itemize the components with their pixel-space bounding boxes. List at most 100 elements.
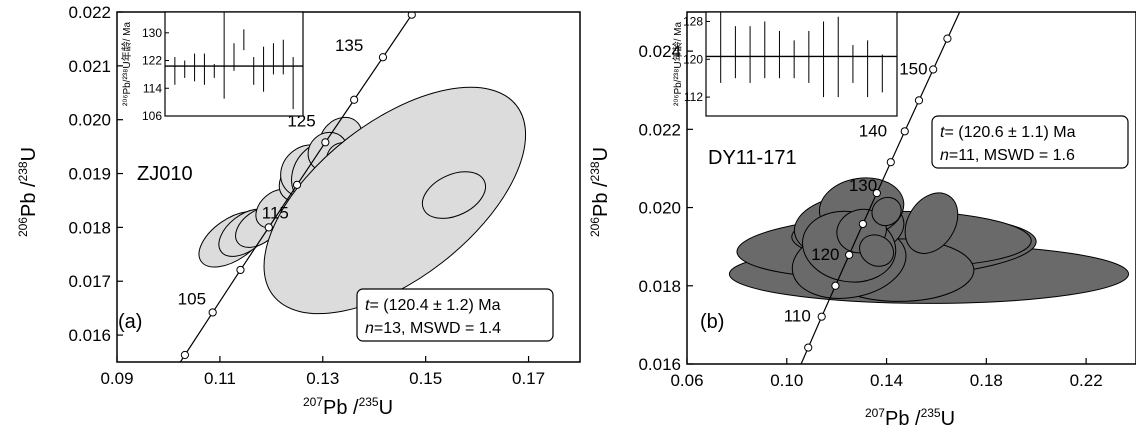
concordia-age-marker [236, 265, 245, 275]
concordia-age-marker [208, 308, 217, 317]
concordia-age-marker [378, 53, 388, 62]
x-tick-label: 0.18 [970, 371, 1003, 390]
concordia-age-marker [914, 96, 924, 105]
result-n-symbol: n [365, 320, 374, 337]
y-tick-label: 0.016 [68, 326, 111, 345]
x-axis-label: 207Pb /235U [303, 395, 393, 419]
sample-label: ZJ010 [137, 163, 193, 185]
inset-tick-label: 114 [143, 81, 162, 95]
y-tick-label: 0.018 [638, 277, 681, 296]
x-tick-label: 0.06 [670, 371, 703, 390]
y-axis-label: 206Pb /238U [16, 147, 40, 237]
x-tick-label: 0.11 [204, 369, 236, 388]
result-box [931, 115, 1129, 169]
y-tick-label: 0.017 [68, 272, 111, 291]
result-age-value: = (120.4 ± 1.2) Ma [369, 297, 500, 314]
concordia-age-marker [831, 281, 840, 290]
x-axis-label: 207Pb /235U [865, 406, 955, 430]
concordia-age-marker [817, 312, 826, 321]
x-tick-label: 0.14 [870, 371, 903, 390]
concordia-age-marker [943, 34, 952, 43]
y-axis-label-part: Pb / [18, 181, 40, 217]
x-tick-label: 0.10 [770, 371, 803, 390]
error-ellipse [859, 234, 895, 267]
concordia-age-marker [292, 180, 302, 189]
inset-tick-label: 122 [142, 54, 162, 68]
inset-y-axis-label: ²⁰⁶Pb/²³⁸U年龄/ Ma [671, 22, 684, 106]
y-tick-label: 0.016 [638, 355, 681, 374]
concordia-age-label: 150 [899, 59, 927, 78]
plot-area [728, 12, 1130, 364]
inset-tick-label: 130 [142, 26, 162, 40]
x-tick-label: 0.22 [1070, 371, 1103, 390]
y-tick-label: 0.022 [638, 120, 681, 139]
y-tick-label: 0.018 [68, 218, 111, 237]
concordia-age-label: 130 [849, 176, 877, 195]
concordia-age-marker [845, 250, 854, 259]
error-ellipse [263, 86, 527, 315]
plot-area [179, 12, 527, 362]
concordia-age-label: 110 [784, 307, 811, 326]
concordia-age-marker [858, 219, 867, 229]
panel-label: (a) [118, 311, 142, 333]
axes-frame [686, 11, 1136, 365]
y-axis-label-part: Pb / [590, 181, 612, 217]
result-age-symbol: t [365, 297, 370, 314]
result-stats-value: =11, MSWD = 1.6 [949, 147, 1075, 164]
result-stats-text: n=11, MSWD = 1.6 [940, 147, 1075, 164]
result-stats-text: n=13, MSWD = 1.4 [365, 320, 501, 337]
y-axis-label-part: 206 [588, 217, 602, 237]
y-tick-label: 0.021 [68, 57, 111, 76]
panel-label: (b) [700, 311, 724, 333]
y-axis-label-part: 206 [16, 217, 30, 237]
concordia-age-marker [264, 223, 273, 232]
y-axis-label-part: U [590, 147, 612, 161]
inset-tick-label: 106 [142, 109, 162, 123]
concordia-age-label: 115 [262, 203, 289, 222]
concordia-age-marker [804, 343, 813, 352]
concordia-age-label: 135 [335, 36, 363, 55]
concordia-age-label: 140 [859, 121, 887, 140]
concordia-curve [800, 12, 961, 364]
x-axis-label-part: 207 [303, 395, 323, 409]
result-stats-value: =13, MSWD = 1.4 [374, 320, 501, 337]
concordia-age-marker [180, 350, 190, 360]
concordia-age-marker [929, 65, 938, 74]
error-ellipse [421, 171, 486, 219]
x-tick-label: 0.17 [512, 369, 545, 388]
result-n-symbol: n [940, 147, 949, 164]
inset-tick-label: 128 [683, 14, 703, 28]
concordia-age-marker [321, 138, 330, 147]
x-axis-label-part: U [379, 397, 393, 419]
chart-panel-1: 110 120 130 140 150 0.06 0.10 0.14 0.18 0.22 0.016… [588, 11, 1136, 430]
inset-y-axis-label: ²⁰⁶Pb/²³⁸U年龄/ Ma [120, 22, 133, 106]
x-axis-label-part: 235 [359, 395, 379, 409]
inset-plot: 106 114 122 130 ²⁰⁶Pb/²³⁸U年龄/ Ma [120, 11, 304, 123]
concordia-age-marker [872, 188, 881, 198]
y-tick-label: 0.022 [68, 3, 111, 22]
y-axis-label-part: U [18, 147, 40, 161]
inset-frame [705, 11, 898, 117]
concordia-age-marker [900, 127, 909, 136]
y-tick-label: 0.020 [68, 111, 111, 130]
inset-tick-label: 120 [683, 52, 703, 66]
x-axis-label-part: Pb / [323, 397, 359, 419]
result-age-value: = (120.6 ± 1.1) Ma [944, 124, 1075, 141]
sample-label: DY11-171 [708, 147, 797, 169]
x-tick-label: 0.09 [100, 369, 133, 388]
x-axis-label-part: Pb / [885, 408, 921, 430]
y-axis-label-part: 238 [16, 161, 30, 181]
concordia-age-label: 120 [811, 245, 839, 264]
error-ellipse [904, 192, 959, 254]
result-age-text: t= (120.6 ± 1.1) Ma [940, 124, 1076, 141]
x-axis-label-part: U [941, 408, 955, 430]
error-ellipse [871, 196, 902, 227]
y-tick-label: 0.020 [638, 199, 681, 218]
concordia-age-marker [407, 12, 416, 19]
concordia-age-label: 105 [178, 289, 206, 308]
y-tick-label: 0.019 [68, 165, 111, 184]
y-axis-label: 206Pb /238U [588, 147, 612, 237]
x-tick-label: 0.13 [306, 369, 339, 388]
